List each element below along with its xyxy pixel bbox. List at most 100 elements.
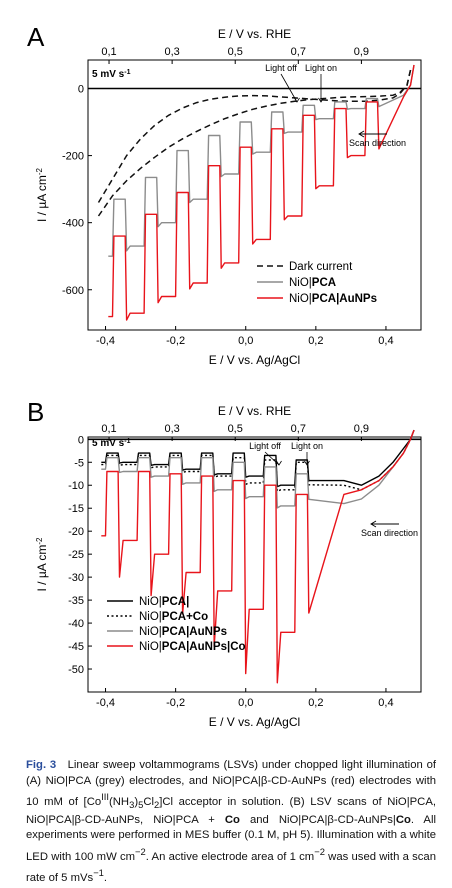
panel-b-ytick-label: -35 xyxy=(68,595,84,607)
caption-text-8: . An active electrode area of 1 cm xyxy=(145,850,315,863)
panel-a-light-on-arrowhead xyxy=(318,97,324,103)
caption-text-10: . xyxy=(103,872,108,885)
panel-a-top-xlabel: E / V vs. RHE xyxy=(218,27,291,41)
caption-text-9: was used with a scan rate of 5 mVs xyxy=(26,850,436,885)
panel-a-plot-frame xyxy=(87,59,422,331)
panel-b-light-on-label: Light on xyxy=(291,441,323,451)
panel-b-xtick-label: 0,0 xyxy=(238,697,253,709)
caption-sup-1: III xyxy=(101,791,109,803)
panel-b-ytick-label: -20 xyxy=(68,526,84,538)
panel-b-legend-entry: NiO|PCA|AuNPs|Co xyxy=(139,641,246,653)
caption-text-4: Cl xyxy=(143,795,154,808)
panel-b-xtick-label: 0,2 xyxy=(308,697,323,709)
panel-a-top-xtick-label: 0,9 xyxy=(354,46,369,58)
panel-letter-b: B xyxy=(27,397,45,427)
caption-sub-1: 3 xyxy=(129,799,135,811)
caption-text-6: and NiO|PCA|β-CD-AuNPs| xyxy=(239,813,396,826)
panel-b-ytick-label: -25 xyxy=(68,549,84,561)
panel-a-xtick-label: 0,2 xyxy=(308,335,323,347)
panel-a-series-line-2 xyxy=(108,64,415,257)
caption-text-7: . All experiments were performed in MES … xyxy=(26,813,436,863)
panel-a-ytick-label: -600 xyxy=(62,285,84,297)
panel-b-ytick-label: -5 xyxy=(74,457,84,469)
panel-a-legend-entry: Dark current xyxy=(289,261,353,273)
panel-a-top-xtick-label: 0,1 xyxy=(101,46,116,58)
panel-b-ytick-label: -50 xyxy=(68,664,84,676)
panel-b-ytick-label: -10 xyxy=(68,480,84,492)
panel-a-legend-entry: NiO|PCA|AuNPs xyxy=(289,293,377,305)
panel-a-xtick-label: -0,2 xyxy=(166,335,185,347)
panel-b-xlabel: E / V vs. Ag/AgCl xyxy=(209,715,300,729)
panel-b-top-xlabel: E / V vs. RHE xyxy=(218,404,291,418)
panel-b-top-xtick-label: 0,5 xyxy=(228,423,243,435)
caption-text-3: ) xyxy=(134,795,139,808)
panel-b-ytick-label: -15 xyxy=(68,503,84,515)
panel-b-light-off-arrow xyxy=(264,451,280,466)
panel-b-series-line-3 xyxy=(101,429,415,684)
panel-a-scan-direction-arrowhead xyxy=(358,130,365,138)
panel-b-scan-rate-label: 5 mV s-1 xyxy=(92,438,131,450)
panel-b-xtick-label: 0,4 xyxy=(378,697,393,709)
panel-b-ytick-label: -45 xyxy=(68,641,84,653)
panel-b-chart: -0,4 -0,2 0,0 0,2 0,4 0,1 0,3 0,5 0,7 0,9 0 -5 -10 -1… xyxy=(35,404,422,729)
panel-a-xtick-label: 0,4 xyxy=(378,335,393,347)
panel-a-xtick-label: 0,0 xyxy=(238,335,253,347)
panel-a-ytick-label: -200 xyxy=(62,151,84,163)
panel-a-light-off-arrowhead xyxy=(294,97,300,103)
figure-caption: Fig. 3 Linear sweep voltammograms (LSVs)… xyxy=(26,758,436,887)
panel-a-xlabel: E / V vs. Ag/AgCl xyxy=(209,353,300,367)
panel-b-series-line-0 xyxy=(101,429,415,488)
panel-b-xtick-label: -0,2 xyxy=(166,697,185,709)
panel-b-scan-direction-arrowhead xyxy=(370,520,377,528)
panel-b-ytick-label: -40 xyxy=(68,618,84,630)
caption-bold-1: Co xyxy=(224,813,240,826)
panel-b-xtick-label: -0,4 xyxy=(96,697,115,709)
panel-b-ytick-label: 0 xyxy=(78,434,84,446)
caption-sub-2: 5 xyxy=(138,799,144,811)
caption-text-2: (NH xyxy=(108,795,130,808)
caption-sup-4: −1 xyxy=(93,867,104,879)
caption-text-1: Linear sweep voltammograms (LSVs) under … xyxy=(26,759,436,808)
panel-a-series-line-0 xyxy=(97,69,412,217)
panel-b-ylabel: I / µA cm-2 xyxy=(35,537,50,592)
caption-sub-3: 2 xyxy=(153,799,160,811)
panel-a-series-line-1 xyxy=(97,69,412,203)
caption-sup-3: −2 xyxy=(314,845,325,857)
caption-label: Fig. 3 xyxy=(26,759,57,771)
caption-text-5: ]Cl acceptor in solution. (B) LSV scans … xyxy=(26,795,436,826)
panel-b-light-on-arrowhead xyxy=(304,460,310,466)
panel-b-scan-direction-label: Scan direction xyxy=(361,528,418,538)
panel-b-plot-frame xyxy=(87,436,422,693)
panel-a-scan-direction-label: Scan direction xyxy=(349,138,406,148)
panel-a-scan-rate-label: 5 mV s-1 xyxy=(92,69,131,81)
panel-a-chart: -0,4 -0,2 0,0 0,2 0,4 0,1 0,3 0,5 0,7 0,9 0 -200 -40… xyxy=(35,27,422,367)
panel-b-top-xtick-label: 0,7 xyxy=(291,423,306,435)
panel-b-legend-entry: NiO|PCA| xyxy=(139,596,189,608)
panel-letter-a: A xyxy=(27,22,45,52)
caption-bold-2: Co xyxy=(395,813,411,826)
panel-b-top-xtick-label: 0,3 xyxy=(164,423,179,435)
panel-a-ytick-label: -400 xyxy=(62,218,84,230)
panel-a-light-off-label: Light off xyxy=(265,63,297,73)
panel-b-legend-entry: NiO|PCA+Co xyxy=(139,611,208,623)
panel-a-legend-entry: NiO|PCA xyxy=(289,277,336,289)
panel-b-series-line-2 xyxy=(101,429,415,509)
panel-a-top-xtick-label: 0,7 xyxy=(291,46,306,58)
panel-a-light-on-label: Light on xyxy=(305,63,337,73)
panel-b-series-line-1 xyxy=(101,429,415,493)
panel-b-legend-entry: NiO|PCA|AuNPs xyxy=(139,626,227,638)
caption-sup-2: −2 xyxy=(135,845,146,857)
panel-a-ytick-label: 0 xyxy=(78,84,84,96)
panel-a-xtick-label: -0,4 xyxy=(96,335,115,347)
panel-b-light-off-arrowhead xyxy=(276,460,282,466)
panel-a-top-xtick-label: 0,3 xyxy=(164,46,179,58)
panel-b-light-off-label: Light off xyxy=(249,441,281,451)
panel-b-top-xtick-label: 0,1 xyxy=(101,423,116,435)
panel-a-light-off-arrow xyxy=(280,73,298,103)
panel-a-ylabel: I / µA cm-2 xyxy=(35,167,50,222)
panel-a-top-xtick-label: 0,5 xyxy=(228,46,243,58)
panel-b-top-xtick-label: 0,9 xyxy=(354,423,369,435)
panel-a-series-line-3 xyxy=(108,64,415,321)
panel-b-ytick-label: -30 xyxy=(68,572,84,584)
